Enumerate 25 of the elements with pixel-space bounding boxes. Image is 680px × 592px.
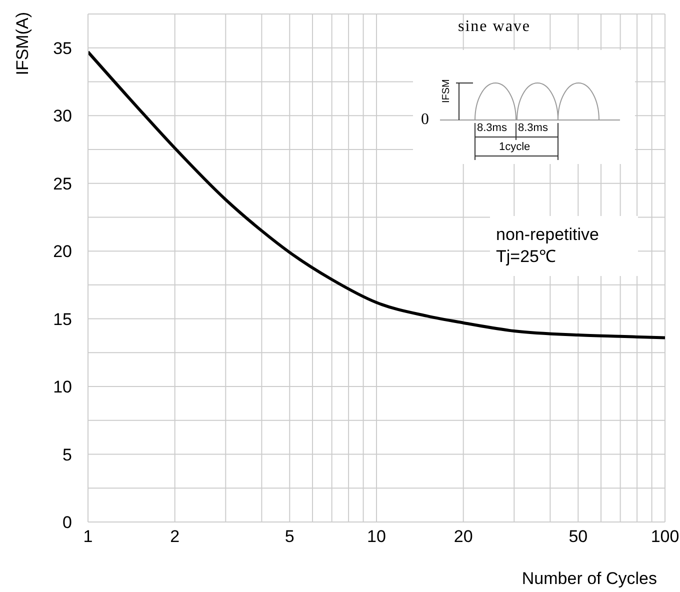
annotation: Tj=25℃ [496,246,557,268]
y-tick-label: 0 [62,513,72,532]
y-tick-label: 35 [53,38,72,58]
y-tick-label: 10 [53,378,72,397]
y-tick-label: 15 [53,310,72,329]
x-tick-label: 2 [170,527,180,546]
x-tick-label: 5 [284,527,294,546]
x-tick-label: 20 [454,527,473,546]
x-axis-title: Number of Cycles [522,569,657,588]
y-axis-title: IFSM(A) [13,12,32,76]
y-tick-label: 20 [53,242,72,262]
x-tick-label: 10 [367,527,386,546]
y-tick-label: 25 [53,174,72,194]
x-tick-label: 100 [650,527,680,546]
x-tick-label: 1 [83,527,93,546]
x-tick-label: 50 [568,527,588,546]
annotation: IFSM [441,79,452,103]
annotation: 8.3ms [518,122,548,134]
annotation: non-repetitive [496,224,600,246]
annotation: sine wave [458,18,531,36]
annotation: 0 [421,111,429,129]
y-tick-label: 5 [62,445,72,464]
y-tick-label: 30 [53,106,72,126]
annotation: 8.3ms [477,122,507,134]
annotation: 1cycle [499,141,530,153]
